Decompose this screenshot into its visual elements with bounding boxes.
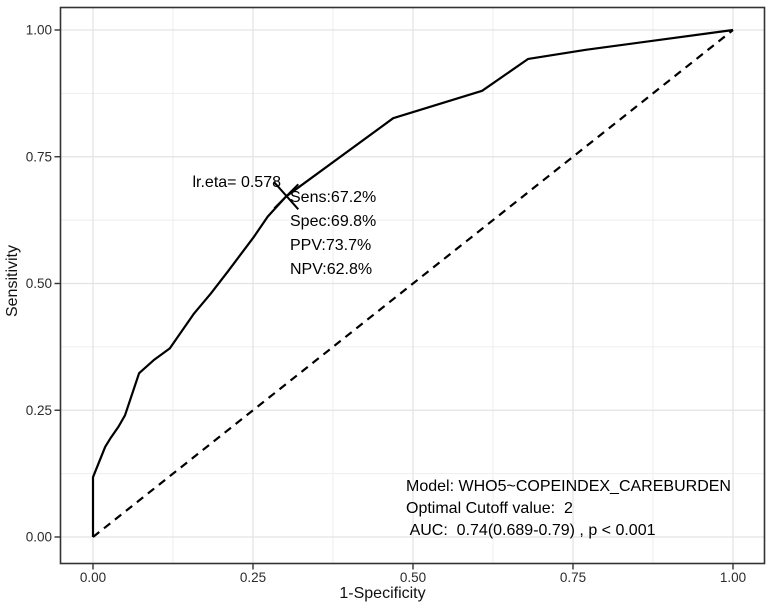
chance-diagonal-line	[92, 29, 734, 538]
roc-curve-line	[91, 28, 734, 537]
x-tick-label: 1.00	[720, 570, 746, 585]
x-tick-label: 0.25	[240, 570, 266, 585]
npv-value: NPV:62.8%	[290, 261, 373, 278]
y-tick-label: 0.25	[26, 403, 52, 418]
y-tick-label: 1.00	[26, 23, 52, 38]
x-axis-title: 1-Specificity	[339, 585, 426, 602]
panel-border	[59, 6, 766, 565]
y-tick-label: 0.50	[26, 276, 52, 291]
sensitivity-value: Sens:67.2%	[290, 189, 377, 206]
model-formula: Model: WHO5~COPEINDEX_CAREBURDEN	[406, 478, 731, 495]
y-tick-label: 0.00	[26, 530, 52, 545]
specificity-value: Spec:69.8%	[290, 213, 377, 230]
metrics-annotation: Sens:67.2% Spec:69.8% PPV:73.7% NPV:62.8…	[290, 186, 376, 282]
optimal-cutoff-value: Optimal Cutoff value: 2	[406, 500, 573, 517]
x-tick-label: 0.50	[400, 570, 426, 585]
y-axis-title: Sensitivity	[4, 244, 21, 318]
auc-value: AUC: 0.74(0.689-0.79) , p < 0.001	[406, 522, 656, 539]
x-tick-label: 0.00	[80, 570, 106, 585]
optimal-cutoff-annotation: lr.eta= 0.578	[192, 174, 281, 191]
model-summary-annotation: Model: WHO5~COPEINDEX_CAREBURDEN Optimal…	[406, 476, 731, 542]
ppv-value: PPV:73.7%	[290, 237, 372, 254]
x-tick-label: 0.75	[560, 570, 586, 585]
optimal-point-marker	[273, 183, 299, 210]
y-tick-label: 0.75	[26, 149, 52, 164]
